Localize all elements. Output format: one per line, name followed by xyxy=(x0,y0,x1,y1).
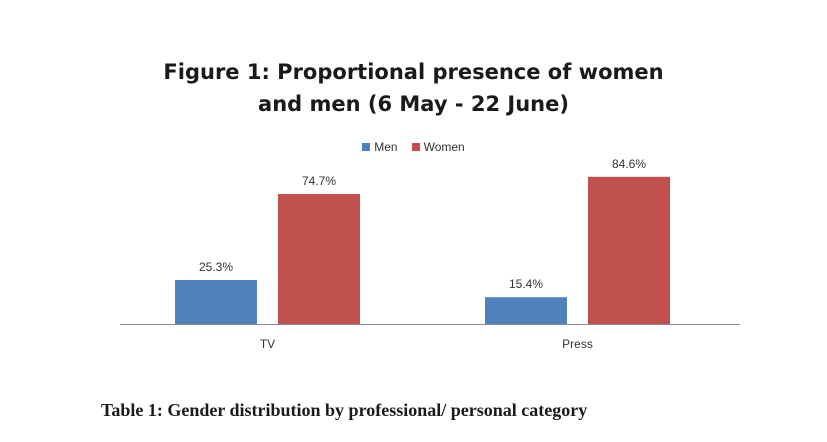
legend-swatch-women xyxy=(411,143,420,151)
bar-men-tv xyxy=(175,279,257,324)
bar-women-press xyxy=(588,176,670,324)
legend-swatch-men xyxy=(362,143,371,151)
bar-men-press xyxy=(485,297,567,324)
data-label-men-tv: 25.3% xyxy=(199,260,233,274)
legend-item-women: Women xyxy=(411,140,465,154)
legend-label-women: Women xyxy=(423,140,465,154)
bar-women-tv xyxy=(278,194,360,324)
chart-legend: Men Women xyxy=(0,140,827,154)
table-caption: Table 1: Gender distribution by professi… xyxy=(101,400,588,420)
legend-label-men: Men xyxy=(374,140,398,154)
x-tick-label-tv: TV xyxy=(260,337,275,351)
chart-title-line-1: Figure 1: Proportional presence of women xyxy=(163,60,664,84)
data-label-men-press: 15.4% xyxy=(509,277,543,291)
data-label-women-press: 84.6% xyxy=(612,157,646,171)
chart-title-line-2: and men (6 May - 22 June) xyxy=(258,92,569,116)
chart-title: Figure 1: Proportional presence of women… xyxy=(0,56,827,120)
x-tick-label-press: Press xyxy=(562,337,593,351)
data-label-women-tv: 74.7% xyxy=(302,174,336,188)
legend-item-men: Men xyxy=(362,140,398,154)
